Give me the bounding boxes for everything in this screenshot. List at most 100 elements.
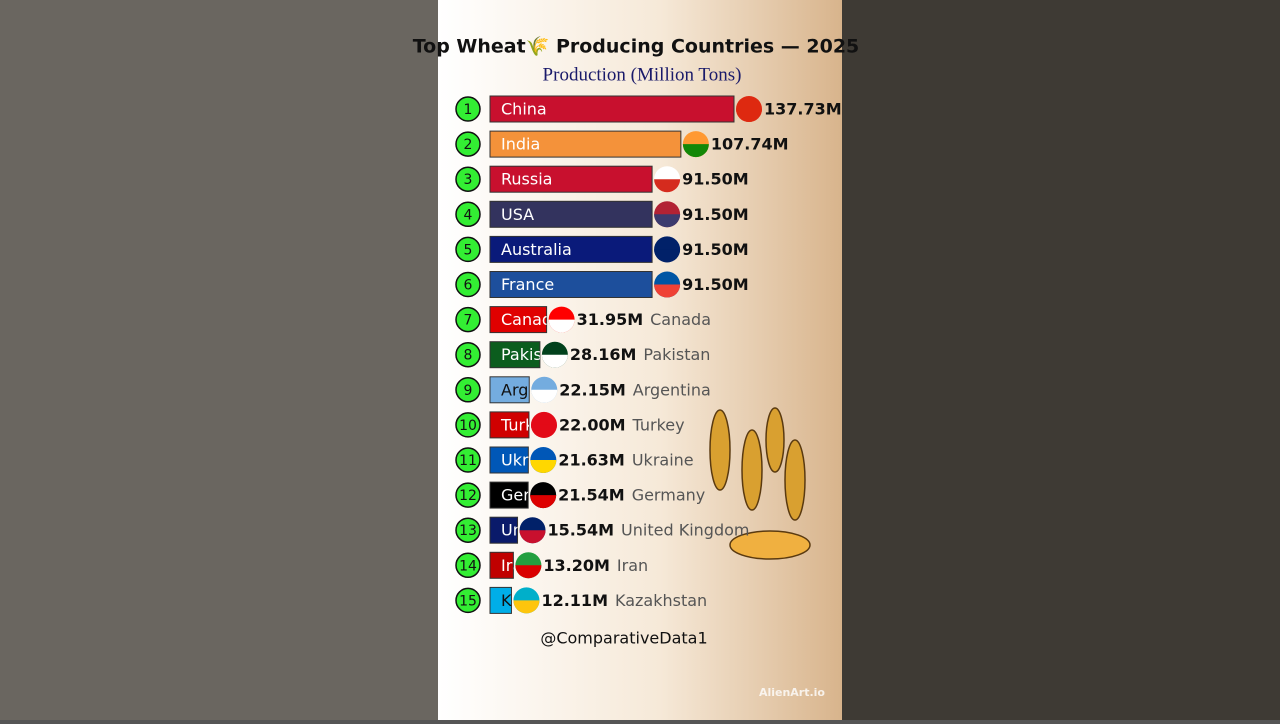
flag-part	[515, 565, 542, 579]
bar	[489, 306, 548, 334]
rank-label: 6	[464, 278, 473, 294]
bar-label: India	[501, 135, 540, 154]
value-label: 107.74M	[711, 135, 789, 154]
rank-badge	[455, 201, 481, 228]
country-label: Germany	[632, 486, 706, 505]
rank-badge	[455, 552, 481, 579]
bar	[489, 200, 653, 228]
country-label: Iran	[617, 556, 648, 575]
bar-label: United Kingdom	[501, 521, 629, 540]
rank-badge	[455, 341, 481, 368]
rank-badge	[455, 96, 481, 122]
rank-label: 13	[459, 523, 477, 539]
flag-part	[654, 284, 681, 298]
rank-badge	[455, 377, 481, 403]
rank-badge	[455, 447, 481, 473]
country-label: Ukraine	[632, 451, 694, 470]
rank-label: 5	[464, 242, 473, 258]
bar-label: Australia	[501, 240, 572, 259]
rank-label: 15	[459, 593, 477, 609]
rank-label: 1	[464, 102, 473, 118]
value-label: 91.50M	[682, 240, 749, 259]
value-label: 22.15M	[559, 380, 626, 399]
bar	[489, 95, 735, 123]
value-label: 15.54M	[548, 521, 615, 540]
flag-part	[530, 424, 557, 438]
value-label: 12.11M	[541, 591, 608, 610]
rank-badge	[455, 482, 481, 508]
bar	[489, 551, 514, 579]
blurred-side	[0, 0, 438, 720]
bar-label: Turkey	[500, 415, 553, 434]
value-label: 31.95M	[577, 310, 644, 329]
flag-part	[513, 600, 540, 614]
rank-badge	[455, 166, 481, 192]
value-label: 137.73M	[764, 100, 842, 119]
bar-label: Kazakhstan	[501, 591, 593, 610]
rank-badge	[455, 271, 481, 298]
flag-part	[654, 179, 681, 193]
rank-label: 10	[459, 418, 477, 434]
country-label: Canada	[650, 310, 711, 329]
bar	[489, 516, 519, 544]
country-label: Argentina	[633, 380, 711, 399]
bar-label: Iran	[501, 556, 532, 575]
rank-label: 14	[459, 558, 477, 574]
rank-label: 11	[459, 453, 477, 469]
bar-label: France	[501, 275, 554, 294]
flag-part	[654, 249, 681, 263]
bar	[489, 411, 530, 439]
value-label: 91.50M	[682, 275, 749, 294]
bar-label: Canada	[501, 310, 562, 329]
flag-part	[519, 530, 546, 544]
bar	[489, 165, 653, 193]
rank-label: 12	[459, 488, 477, 504]
bar	[489, 271, 653, 298]
rank-label: 7	[464, 313, 473, 329]
value-label: 91.50M	[682, 170, 749, 189]
flag-part	[541, 354, 568, 368]
rank-badge	[455, 517, 481, 543]
value-label: 22.00M	[559, 415, 626, 434]
value-label: 13.20M	[543, 556, 610, 575]
credit: @ComparativeData1	[540, 629, 707, 648]
watermark: AlienArt.io	[759, 686, 825, 699]
blurred-side	[842, 0, 1280, 720]
flag-part	[531, 389, 558, 403]
bar	[489, 446, 529, 474]
flag-part	[530, 495, 557, 509]
value-label: 91.50M	[682, 205, 749, 224]
country-label: Pakistan	[643, 345, 710, 364]
rank-label: 8	[464, 348, 473, 364]
flag-part	[682, 144, 709, 158]
bar	[489, 341, 541, 369]
rank-badge	[455, 236, 481, 263]
chart-subtitle: Production (Million Tons)	[543, 64, 742, 85]
value-label: 28.16M	[570, 345, 637, 364]
country-label: United Kingdom	[621, 521, 749, 540]
rank-badge	[455, 587, 481, 614]
rank-badge	[455, 131, 481, 157]
country-label: Turkey	[632, 415, 685, 434]
country-label: Kazakhstan	[615, 591, 707, 610]
flag-part	[654, 214, 681, 228]
bar-label: Pakistan	[501, 345, 568, 364]
rank-label: 9	[464, 383, 473, 399]
rank-badge	[455, 412, 481, 438]
flag-part	[548, 319, 575, 333]
bar	[489, 586, 512, 614]
bar-label: Ukraine	[501, 451, 563, 470]
value-label: 21.63M	[558, 451, 625, 470]
bar-label: China	[501, 100, 547, 119]
rank-badge	[455, 306, 481, 333]
wheat-illustration	[709, 407, 811, 560]
value-label: 21.54M	[558, 486, 625, 505]
flag-part	[530, 460, 557, 474]
chart-title: Top Wheat🌾 Producing Countries — 2025	[413, 36, 860, 58]
rank-label: 2	[464, 137, 473, 153]
bar	[489, 235, 653, 263]
bar-label: Russia	[501, 170, 552, 189]
bar-label: USA	[501, 205, 534, 224]
